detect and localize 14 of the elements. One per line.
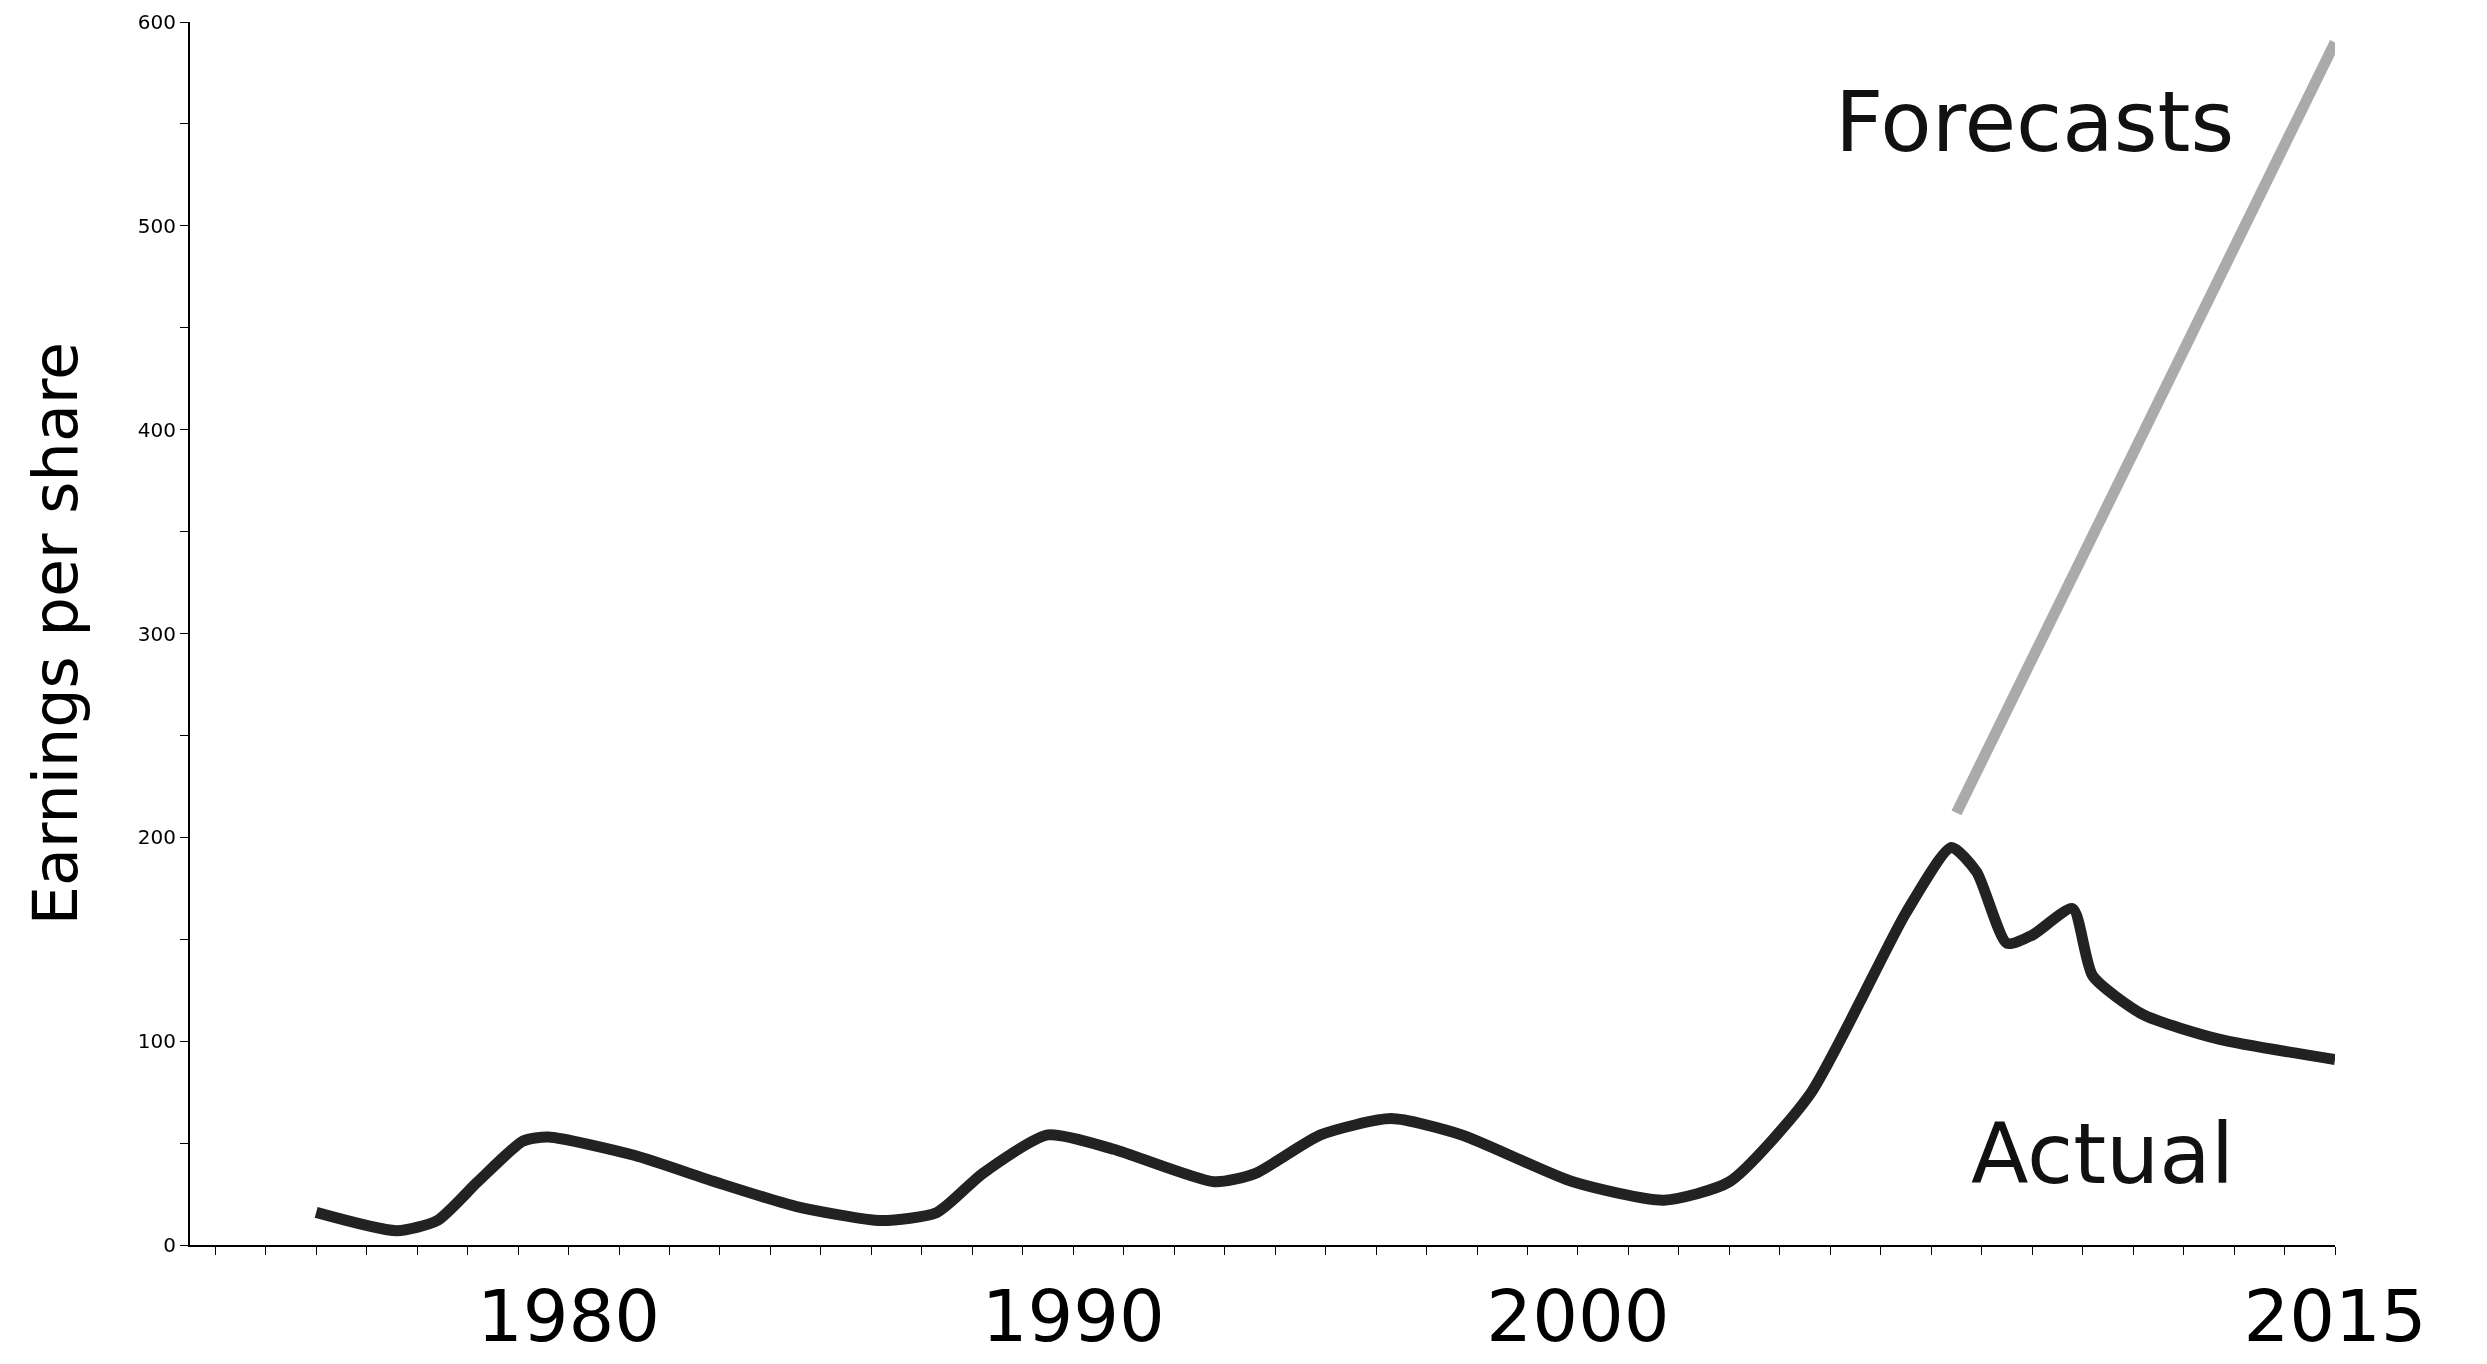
y-tick-label: 500	[137, 213, 176, 238]
y-tick-label: 100	[137, 1029, 176, 1054]
y-tick-label: 400	[137, 417, 176, 442]
annotation: Forecasts	[1835, 73, 2235, 171]
y-axis-title: Earnings per share	[19, 341, 93, 926]
y-tick-label: 600	[137, 10, 176, 34]
x-tick-label: 2015	[2243, 1274, 2427, 1359]
y-tick-label: 300	[137, 621, 176, 646]
annotation: Actual	[1971, 1105, 2235, 1203]
x-tick-label: 1980	[476, 1274, 661, 1359]
y-tick-label: 0	[163, 1233, 176, 1257]
y-tick-label: 200	[137, 825, 176, 850]
x-tick-label: 2000	[1486, 1274, 1670, 1359]
x-tick-label: 1990	[981, 1274, 1165, 1359]
